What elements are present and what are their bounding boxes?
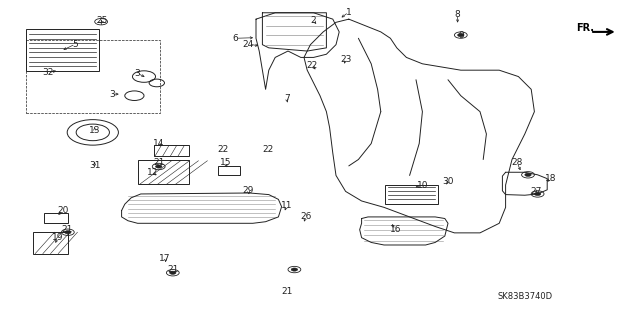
Text: FR.: FR. (576, 23, 594, 33)
Bar (385, 185, 438, 204)
Text: 14: 14 (153, 139, 164, 148)
Text: 25: 25 (97, 16, 108, 25)
Text: 3: 3 (135, 69, 140, 78)
Bar (26, 40, 160, 113)
Text: 5: 5 (73, 40, 78, 49)
Text: 21: 21 (281, 287, 292, 296)
Text: 3: 3 (109, 90, 115, 99)
Circle shape (525, 173, 531, 176)
Text: 2: 2 (311, 16, 316, 25)
Text: 9: 9 (458, 31, 463, 40)
Text: 32: 32 (42, 68, 54, 77)
Text: 21: 21 (167, 265, 179, 274)
Text: 11: 11 (281, 201, 292, 210)
Text: 19: 19 (52, 233, 63, 242)
Text: 13: 13 (89, 126, 100, 135)
Text: 30: 30 (442, 177, 454, 186)
Text: 31: 31 (89, 161, 100, 170)
Bar (26, 29, 99, 71)
Text: 29: 29 (243, 186, 254, 195)
Text: 28: 28 (511, 158, 523, 167)
Text: 22: 22 (307, 61, 318, 70)
Text: 18: 18 (545, 174, 556, 183)
Text: SK83B3740D: SK83B3740D (497, 292, 552, 301)
Text: 12: 12 (147, 168, 158, 177)
Text: 26: 26 (300, 212, 312, 221)
Text: 1: 1 (346, 8, 351, 17)
Text: 23: 23 (340, 55, 351, 63)
Text: 15: 15 (220, 158, 231, 167)
Bar (44, 213, 68, 223)
Bar (218, 166, 240, 175)
Text: 21: 21 (153, 158, 164, 167)
Text: 6: 6 (233, 34, 238, 43)
Text: 17: 17 (159, 254, 171, 263)
Text: 7: 7 (284, 94, 289, 103)
Circle shape (291, 268, 298, 271)
Text: 8: 8 (455, 10, 460, 19)
Text: 20: 20 (57, 206, 68, 215)
Circle shape (170, 271, 176, 274)
Bar (138, 160, 189, 184)
Text: 27: 27 (531, 187, 542, 196)
Circle shape (534, 192, 541, 196)
Text: 22: 22 (217, 145, 228, 154)
Circle shape (156, 165, 162, 168)
Text: 24: 24 (243, 40, 254, 48)
Text: 10: 10 (417, 181, 428, 189)
Circle shape (65, 231, 71, 234)
Bar (154, 145, 189, 156)
Text: 21: 21 (61, 225, 73, 234)
Circle shape (458, 33, 464, 37)
Text: 16: 16 (390, 225, 401, 234)
Text: 22: 22 (262, 145, 273, 154)
Bar (33, 232, 68, 254)
